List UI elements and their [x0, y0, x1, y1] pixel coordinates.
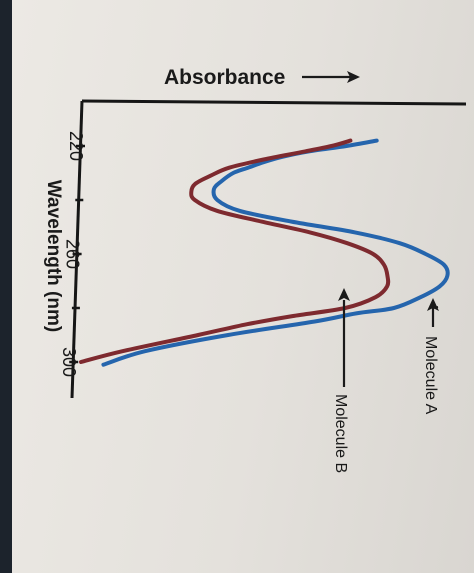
molecule-b-curve	[79, 138, 391, 364]
absorbance-axis-label: Absorbance	[164, 66, 285, 89]
chart-series	[79, 138, 450, 367]
molecule-b-annotation: Molecule B	[332, 288, 350, 473]
absorbance-arrow-head	[347, 71, 360, 83]
wavelength-axis-label: Wavelength (nm)	[43, 180, 64, 332]
chart-axes	[70, 99, 467, 399]
absorbance-axis-line	[81, 99, 467, 106]
wavelength-tick-label: 300	[59, 347, 79, 377]
chart-annotations: Molecule A Molecule B	[332, 288, 439, 473]
wavelength-ticks: 220 260 300	[59, 131, 86, 377]
paper-sheet	[12, 0, 474, 573]
absorbance-label-group: Absorbance	[164, 66, 360, 89]
molecule-a-curve	[101, 138, 450, 367]
wavelength-axis-line	[70, 100, 84, 399]
molecule-a-annotation: Molecule A	[422, 298, 439, 415]
molecule-a-label: Molecule A	[422, 336, 439, 415]
wavelength-tick-label: 220	[66, 131, 86, 161]
molecule-a-arrow-head	[427, 298, 439, 311]
molecule-b-label: Molecule B	[332, 394, 349, 473]
wavelength-tick-label: 260	[63, 239, 83, 269]
molecule-b-arrow-head	[338, 288, 350, 301]
